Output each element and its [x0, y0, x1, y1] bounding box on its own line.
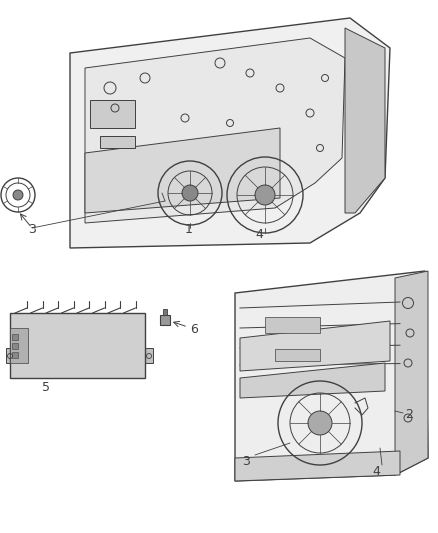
- Text: 4: 4: [372, 465, 380, 478]
- Bar: [145, 348, 153, 363]
- Circle shape: [308, 411, 332, 435]
- Bar: [12, 352, 18, 358]
- Bar: [90, 100, 135, 128]
- Bar: [12, 343, 18, 349]
- Text: 6: 6: [190, 323, 198, 336]
- Text: 1: 1: [185, 223, 193, 236]
- Bar: [12, 334, 18, 340]
- Bar: [6, 348, 14, 363]
- Bar: [275, 349, 320, 361]
- Polygon shape: [240, 321, 390, 371]
- Bar: [265, 317, 320, 333]
- Bar: [100, 136, 135, 148]
- Bar: [163, 309, 167, 315]
- Text: 4: 4: [255, 228, 263, 241]
- Polygon shape: [235, 271, 428, 481]
- Polygon shape: [395, 271, 428, 475]
- Circle shape: [182, 185, 198, 201]
- Polygon shape: [85, 38, 345, 223]
- Circle shape: [255, 185, 275, 205]
- Circle shape: [13, 190, 23, 200]
- Text: 3: 3: [28, 223, 36, 236]
- Text: 2: 2: [405, 408, 413, 421]
- Polygon shape: [240, 363, 385, 398]
- Polygon shape: [345, 28, 385, 213]
- Polygon shape: [235, 451, 400, 481]
- Text: 5: 5: [42, 381, 50, 394]
- Polygon shape: [85, 128, 280, 213]
- Bar: [160, 315, 170, 325]
- Bar: [10, 313, 145, 378]
- Bar: [10, 328, 28, 363]
- Polygon shape: [70, 18, 390, 248]
- Text: 3: 3: [242, 455, 250, 468]
